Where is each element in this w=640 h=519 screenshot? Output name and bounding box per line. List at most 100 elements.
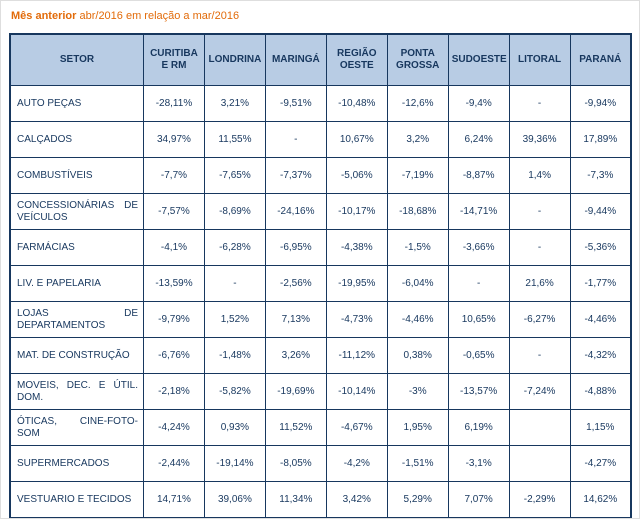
value-cell: - xyxy=(508,229,571,266)
value-cell: - xyxy=(264,121,327,158)
table-row: SUPERMERCADOS -2,44% -19,14% -8,05% -4,2% -1,… xyxy=(9,445,632,482)
value-cell: -6,27% xyxy=(508,301,571,338)
value-cell: -24,16% xyxy=(264,193,327,230)
value-cell xyxy=(508,445,571,482)
value-cell: 5,29% xyxy=(386,481,449,518)
value-cell: 7,13% xyxy=(264,301,327,338)
value-cell: -7,3% xyxy=(569,157,632,194)
value-cell: 11,34% xyxy=(264,481,327,518)
value-cell: 3,21% xyxy=(203,85,266,122)
value-cell xyxy=(508,409,571,446)
sector-cell: VESTUARIO E TECIDOS xyxy=(9,481,144,518)
value-cell: -10,17% xyxy=(325,193,388,230)
value-cell: -12,6% xyxy=(386,85,449,122)
value-cell: - xyxy=(508,337,571,374)
value-cell: 1,95% xyxy=(386,409,449,446)
table-row: COMBUSTÍVEIS -7,7% -7,65% -7,37% -5,06% -7,19… xyxy=(9,157,632,194)
value-cell: -9,79% xyxy=(143,301,205,338)
value-cell: 11,55% xyxy=(203,121,266,158)
value-cell: 39,06% xyxy=(203,481,266,518)
value-cell: 34,97% xyxy=(143,121,205,158)
value-cell: 1,4% xyxy=(508,157,571,194)
header-cell: PONTA GROSSA xyxy=(386,33,449,86)
value-cell: -4,67% xyxy=(325,409,388,446)
value-cell: -14,71% xyxy=(447,193,510,230)
value-cell: -3% xyxy=(386,373,449,410)
value-cell: -18,68% xyxy=(386,193,449,230)
table-row: MOVEIS, DEC. E ÚTIL. DOM. -2,18% -5,82% -19… xyxy=(9,373,632,410)
value-cell: -5,82% xyxy=(203,373,266,410)
value-cell: -11,12% xyxy=(325,337,388,374)
value-cell: -1,77% xyxy=(569,265,632,302)
value-cell: 0,38% xyxy=(386,337,449,374)
sector-cell: CONCESSIONÁRIAS DE VEÍCULOS xyxy=(9,193,144,230)
value-cell: -5,06% xyxy=(325,157,388,194)
total-row: TOTAL-5,69%-2,45%-3,59%-7,77%-3,8%-10,1%… xyxy=(9,517,632,518)
table-row: AUTO PEÇAS -28,11% 3,21% -9,51% -10,48% -12,6… xyxy=(9,85,632,122)
value-cell: -4,32% xyxy=(569,337,632,374)
title-period: abr/2016 em relação a mar/2016 xyxy=(79,10,240,22)
value-cell: 14,71% xyxy=(143,481,205,518)
title-label: Mês anterior xyxy=(11,10,77,22)
table-header-row: SETOR CURITIBA E RM LONDRINA MARINGÁ REGIÃO … xyxy=(9,33,632,86)
header-cell: CURITIBA E RM xyxy=(143,33,205,86)
value-cell: -19,69% xyxy=(264,373,327,410)
value-cell: 17,89% xyxy=(569,121,632,158)
value-cell: -0,65% xyxy=(447,337,510,374)
value-cell: 39,36% xyxy=(508,121,571,158)
value-cell: 3,2% xyxy=(386,121,449,158)
value-cell: -9,51% xyxy=(264,85,327,122)
value-cell: 0,93% xyxy=(203,409,266,446)
value-cell: -4,24% xyxy=(143,409,205,446)
header-cell: SUDOESTE xyxy=(447,33,510,86)
value-cell: -2,44% xyxy=(143,445,205,482)
sector-cell: COMBUSTÍVEIS xyxy=(9,157,144,194)
value-cell: 14,62% xyxy=(569,481,632,518)
header-cell: PARANÁ xyxy=(569,33,632,86)
value-cell: 1,52% xyxy=(203,301,266,338)
value-cell: -3,1% xyxy=(447,445,510,482)
value-cell: -4,46% xyxy=(386,301,449,338)
table-row: CONCESSIONÁRIAS DE VEÍCULOS -7,57% -8,69% -… xyxy=(9,193,632,230)
table-row: CALÇADOS 34,97% 11,55% -10,67% 3,2% 6,24% 39,3… xyxy=(9,121,632,158)
table-row: LOJAS DE DEPARTAMENTOS -9,79% 1,52% 7,13% -4… xyxy=(9,301,632,338)
sector-cell: AUTO PEÇAS xyxy=(9,85,144,122)
value-cell: 10,67% xyxy=(325,121,388,158)
sector-cell: SUPERMERCADOS xyxy=(9,445,144,482)
value-cell: - xyxy=(508,193,571,230)
value-cell: -9,94% xyxy=(569,85,632,122)
value-cell: 3,42% xyxy=(325,481,388,518)
value-cell: -6,76% xyxy=(143,337,205,374)
value-cell: 21,6% xyxy=(508,265,571,302)
value-cell: 10,65% xyxy=(447,301,510,338)
value-cell: -5,36% xyxy=(569,229,632,266)
sector-cell: MAT. DE CONSTRUÇÃO xyxy=(9,337,144,374)
value-cell: -4,73% xyxy=(325,301,388,338)
value-cell: 11,52% xyxy=(264,409,327,446)
value-cell: -8,05% xyxy=(264,445,327,482)
value-cell: -7,24% xyxy=(508,373,571,410)
value-cell: - xyxy=(508,85,571,122)
retail-variation-table: SETOR CURITIBA E RM LONDRINA MARINGÁ REGIÃO … xyxy=(9,33,632,518)
value-cell: 6,24% xyxy=(447,121,510,158)
value-cell: -7,19% xyxy=(386,157,449,194)
value-cell: -7,37% xyxy=(264,157,327,194)
sector-cell: MOVEIS, DEC. E ÚTIL. DOM. xyxy=(9,373,144,410)
value-cell: 7,07% xyxy=(447,481,510,518)
value-cell: 1,15% xyxy=(569,409,632,446)
value-cell: -2,56% xyxy=(264,265,327,302)
value-cell: -8,87% xyxy=(447,157,510,194)
value-cell: -4,46% xyxy=(569,301,632,338)
header-cell: LONDRINA xyxy=(203,33,266,86)
value-cell: -10,48% xyxy=(325,85,388,122)
value-cell: -8,69% xyxy=(203,193,266,230)
table-body: AUTO PEÇAS -28,11% 3,21% -9,51% -10,48% -12,6… xyxy=(9,85,632,518)
table-row: ÓTICAS, CINE-FOTO-SOM -4,24% 0,93% 11,52% -4… xyxy=(9,409,632,446)
table-row: LIV. E PAPELARIA -13,59% - -2,56% -19,95% -6,… xyxy=(9,265,632,302)
value-cell: -10,14% xyxy=(325,373,388,410)
value-cell: -4,38% xyxy=(325,229,388,266)
value-cell: 6,19% xyxy=(447,409,510,446)
table-row: VESTUARIO E TECIDOS 14,71% 39,06% 11,34% 3,4… xyxy=(9,481,632,518)
sector-cell: CALÇADOS xyxy=(9,121,144,158)
